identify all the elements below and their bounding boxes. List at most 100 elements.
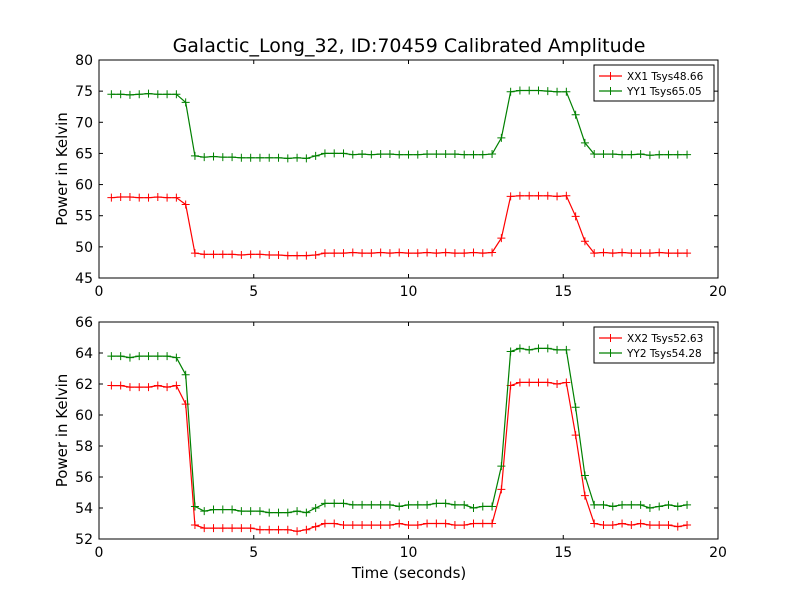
data-point xyxy=(228,153,237,162)
data-point xyxy=(636,150,645,159)
data-point xyxy=(107,381,116,390)
data-point xyxy=(441,519,450,528)
data-point xyxy=(683,521,692,530)
y-tick-label: 80 xyxy=(75,53,93,69)
y-axis-label: Power in Kelvin xyxy=(53,112,71,226)
data-point xyxy=(339,499,348,508)
data-point xyxy=(237,524,246,533)
y-axis-label: Power in Kelvin xyxy=(53,374,71,488)
data-point xyxy=(107,90,116,99)
data-point xyxy=(618,519,627,528)
data-point xyxy=(209,505,218,514)
data-point xyxy=(580,491,589,500)
data-point xyxy=(423,248,432,257)
data-point xyxy=(562,87,571,96)
data-point xyxy=(543,191,552,200)
data-point xyxy=(469,519,478,528)
data-point xyxy=(218,250,227,259)
data-point xyxy=(413,150,422,159)
data-point xyxy=(395,502,404,511)
data-point xyxy=(618,150,627,159)
data-point xyxy=(432,499,441,508)
data-point xyxy=(506,192,515,201)
data-point xyxy=(265,525,274,534)
data-point xyxy=(274,153,283,162)
y-tick-label: 75 xyxy=(75,84,93,100)
data-point xyxy=(135,383,144,392)
data-point xyxy=(627,500,636,509)
data-point xyxy=(376,500,385,509)
data-point xyxy=(209,524,218,533)
data-point xyxy=(673,249,682,258)
data-point xyxy=(645,521,654,530)
data-point xyxy=(664,521,673,530)
data-point xyxy=(311,522,320,531)
data-point xyxy=(460,500,469,509)
data-point xyxy=(571,110,580,119)
data-point xyxy=(339,149,348,158)
data-point xyxy=(200,524,209,533)
data-point xyxy=(348,248,357,257)
data-point xyxy=(116,90,125,99)
data-point xyxy=(209,250,218,259)
data-point xyxy=(153,193,162,202)
data-point xyxy=(395,519,404,528)
data-point xyxy=(135,90,144,99)
legend-marker xyxy=(606,72,615,80)
data-point xyxy=(645,249,654,258)
data-point xyxy=(413,500,422,509)
data-point xyxy=(237,153,246,162)
data-point xyxy=(553,345,562,354)
data-point xyxy=(627,249,636,258)
data-point xyxy=(172,193,181,202)
data-point xyxy=(673,522,682,531)
data-point xyxy=(190,151,199,160)
data-point xyxy=(525,345,534,354)
data-point xyxy=(469,504,478,512)
data-point xyxy=(590,519,599,528)
legend-marker xyxy=(606,334,615,342)
data-point xyxy=(348,521,357,530)
data-point xyxy=(330,519,339,528)
data-point xyxy=(627,150,636,159)
data-point xyxy=(302,525,311,534)
data-point xyxy=(636,249,645,258)
data-point xyxy=(673,150,682,159)
y-tick-label: 54 xyxy=(75,501,93,517)
data-point xyxy=(580,471,589,480)
data-point xyxy=(302,508,311,517)
data-point xyxy=(580,237,589,246)
data-point xyxy=(172,381,181,390)
data-point xyxy=(125,90,134,99)
y-tick-label: 64 xyxy=(75,346,93,362)
data-point xyxy=(413,249,422,258)
data-point xyxy=(580,138,589,147)
data-point xyxy=(423,519,432,528)
data-point xyxy=(432,519,441,528)
data-point xyxy=(553,380,562,388)
data-point xyxy=(497,485,506,494)
y-tick-label: 50 xyxy=(75,240,93,256)
data-point xyxy=(460,150,469,159)
data-point xyxy=(469,150,478,159)
data-point xyxy=(683,249,692,258)
data-point xyxy=(515,191,524,200)
data-point xyxy=(311,151,320,160)
data-point xyxy=(358,500,367,509)
data-point xyxy=(153,352,162,361)
data-point xyxy=(163,352,172,361)
data-point xyxy=(562,345,571,354)
data-point xyxy=(237,250,246,259)
legend-box xyxy=(593,326,715,364)
data-point xyxy=(599,150,608,159)
data-point xyxy=(599,500,608,509)
data-point xyxy=(543,344,552,353)
legend-box xyxy=(593,64,715,102)
data-point xyxy=(246,250,255,259)
x-tick-label: 15 xyxy=(554,284,572,300)
data-point xyxy=(367,150,376,159)
data-point xyxy=(553,192,562,201)
data-point xyxy=(571,431,580,440)
y-tick-label: 58 xyxy=(75,439,93,455)
data-point xyxy=(255,250,264,259)
